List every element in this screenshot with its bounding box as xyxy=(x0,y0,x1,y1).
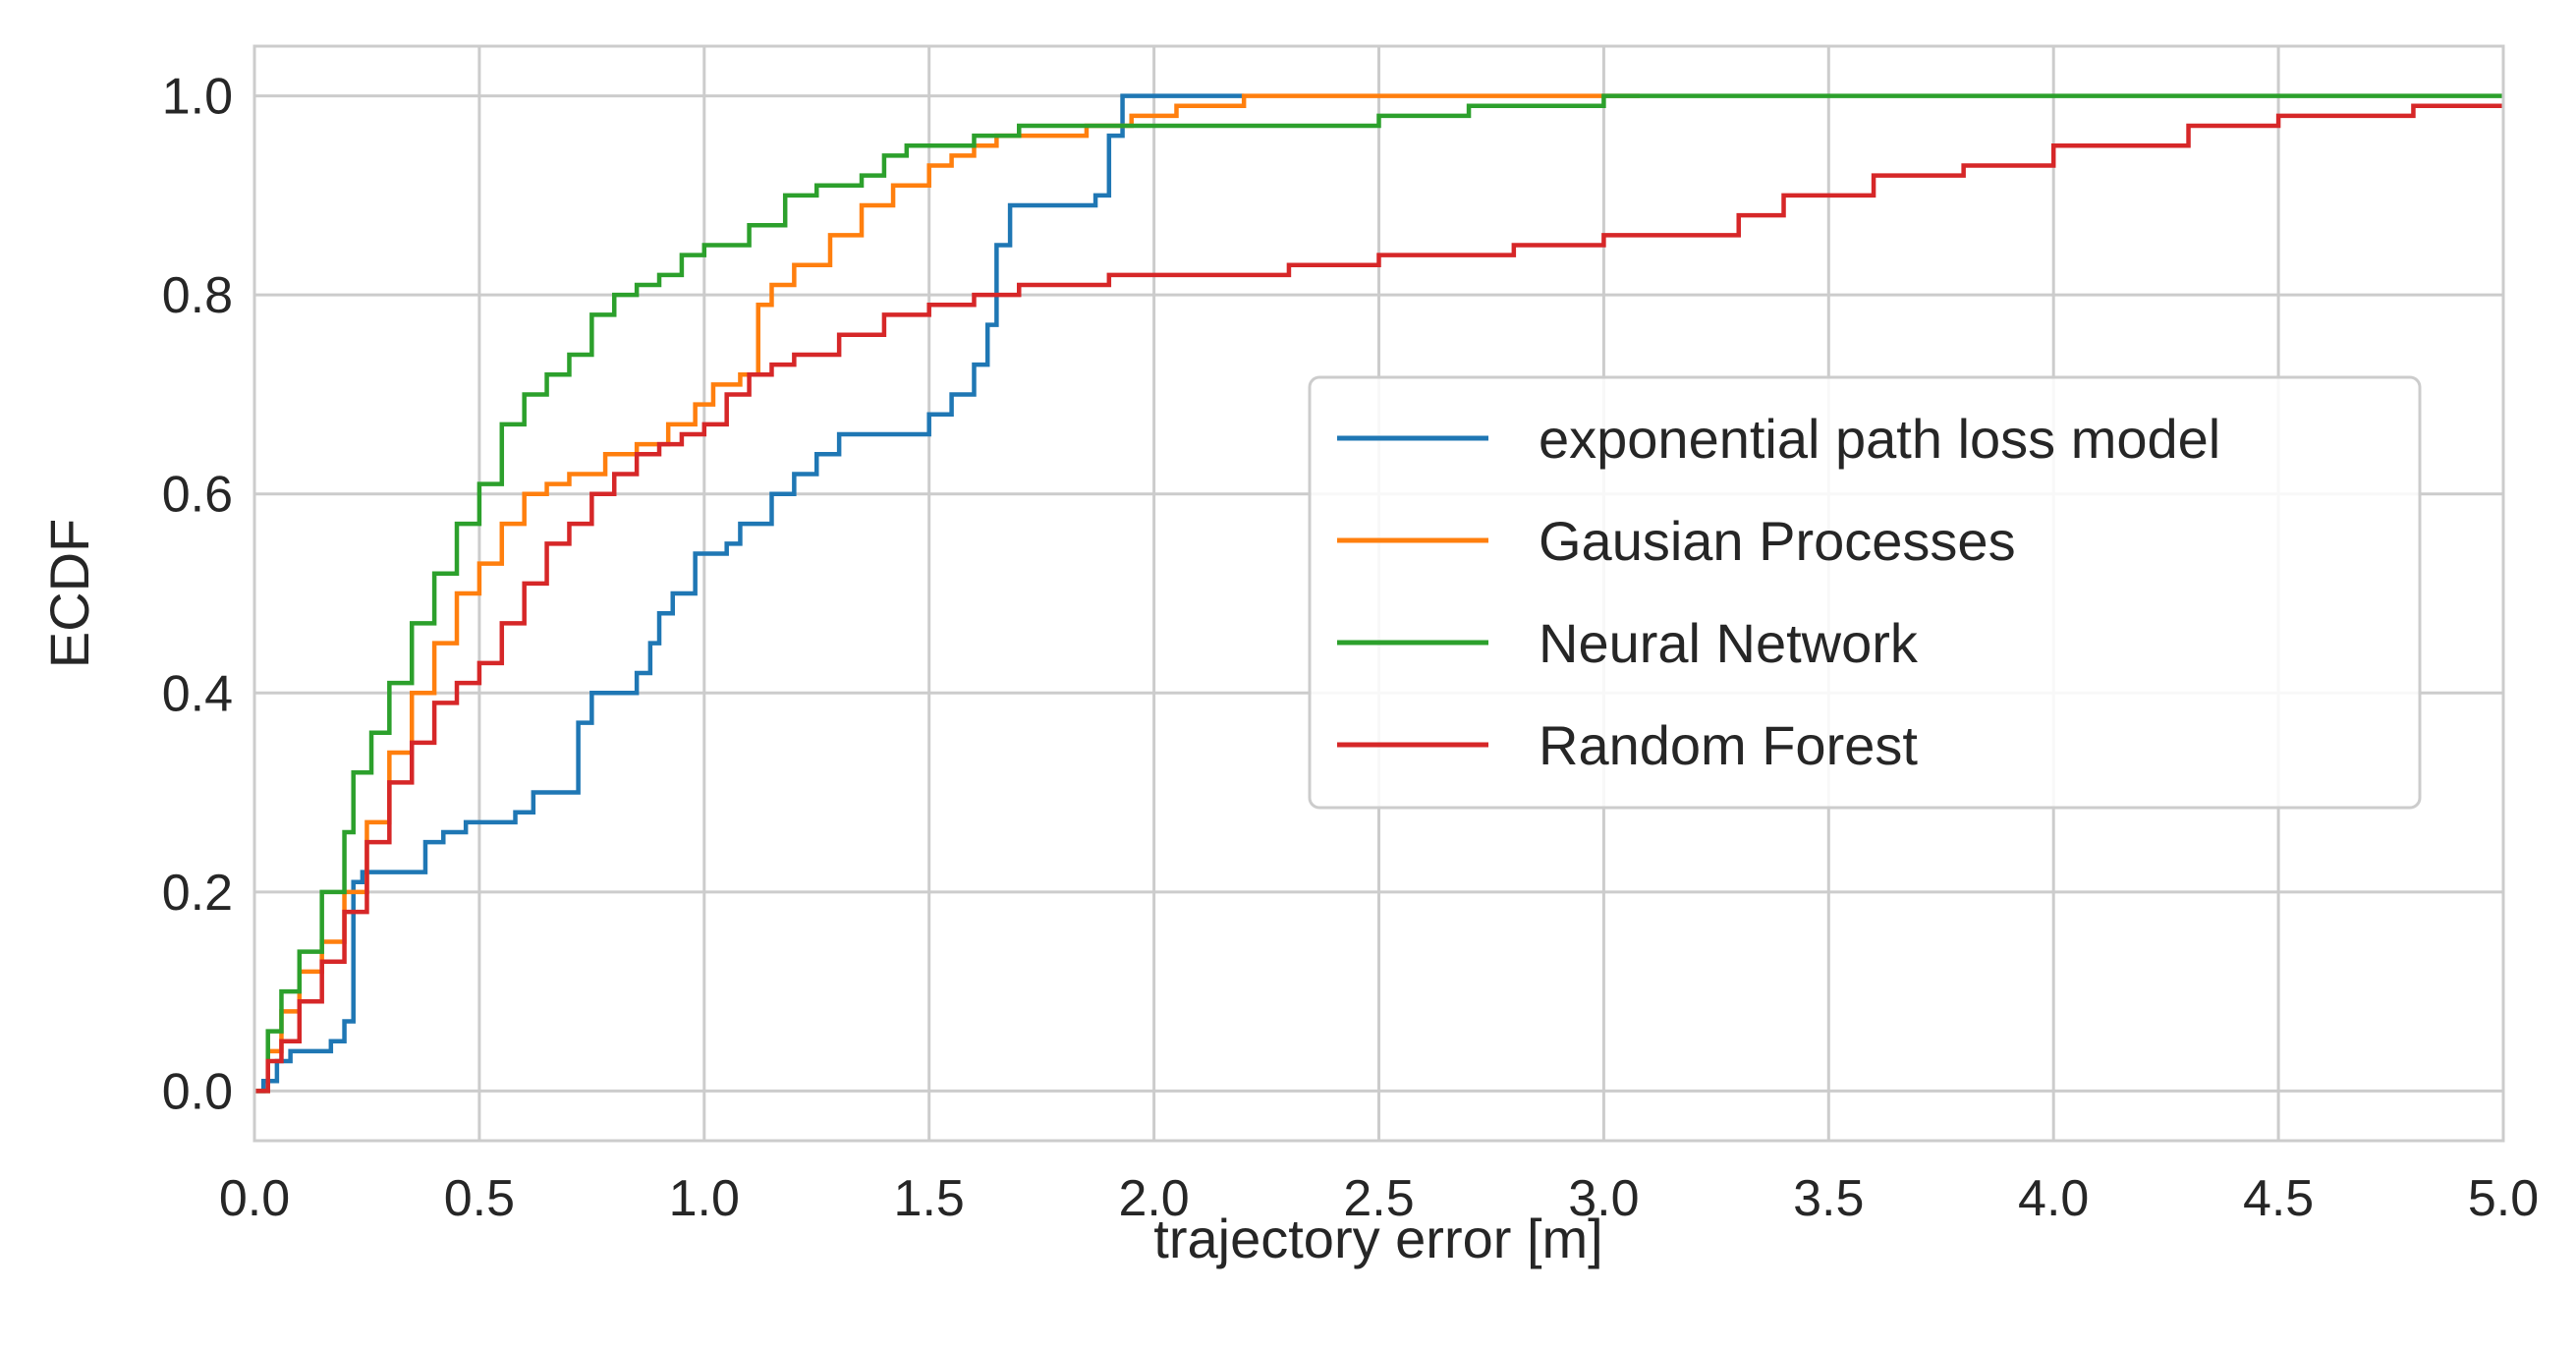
x-tick-label: 1.5 xyxy=(894,1170,965,1227)
x-tick-labels: 0.0 0.5 1.0 1.5 2.0 2.5 3.0 3.5 4.0 4.5 5.0 xyxy=(219,1170,2539,1227)
y-axis-label: ECDF xyxy=(38,519,100,668)
x-tick-label: 1.0 xyxy=(669,1170,740,1227)
y-tick-label: 0.4 xyxy=(162,665,233,722)
series-line-3 xyxy=(254,93,2503,1094)
y-tick-label: 0.6 xyxy=(162,467,233,524)
x-tick-label: 4.5 xyxy=(2243,1170,2314,1227)
y-tick-label: 1.0 xyxy=(162,69,233,126)
legend-label-2: Gausian Processes xyxy=(1539,510,2016,572)
x-tick-label: 0.0 xyxy=(219,1170,290,1227)
series-line-4 xyxy=(254,103,2503,1094)
plot-frame xyxy=(252,44,2505,1143)
x-axis-label: trajectory error [m] xyxy=(1153,1208,1602,1269)
y-tick-label: 0.8 xyxy=(162,267,233,324)
legend-label-4: Random Forest xyxy=(1539,714,1918,776)
x-tick-label: 3.5 xyxy=(1793,1170,1864,1227)
y-tick-label: 0.2 xyxy=(162,865,233,922)
series-line-1 xyxy=(254,93,1245,1094)
x-tick-label: 2.0 xyxy=(1118,1170,1189,1227)
x-tick-label: 2.5 xyxy=(1343,1170,1414,1227)
legend-label-3: Neural Network xyxy=(1539,612,1919,674)
x-tick-label: 5.0 xyxy=(2468,1170,2539,1227)
y-tick-label: 0.0 xyxy=(162,1063,233,1120)
series-line-2 xyxy=(254,93,1641,1094)
x-tick-label: 0.5 xyxy=(444,1170,515,1227)
legend: exponential path loss model Gausian Proce… xyxy=(1308,375,2422,810)
x-tick-label: 4.0 xyxy=(2018,1170,2089,1227)
legend-label-1: exponential path loss model xyxy=(1539,408,2220,470)
x-tick-label: 3.0 xyxy=(1568,1170,1639,1227)
y-tick-labels: 0.0 0.2 0.4 0.6 0.8 1.0 xyxy=(162,69,233,1121)
series-lines xyxy=(254,93,2503,1094)
legend-box xyxy=(1308,375,2422,810)
